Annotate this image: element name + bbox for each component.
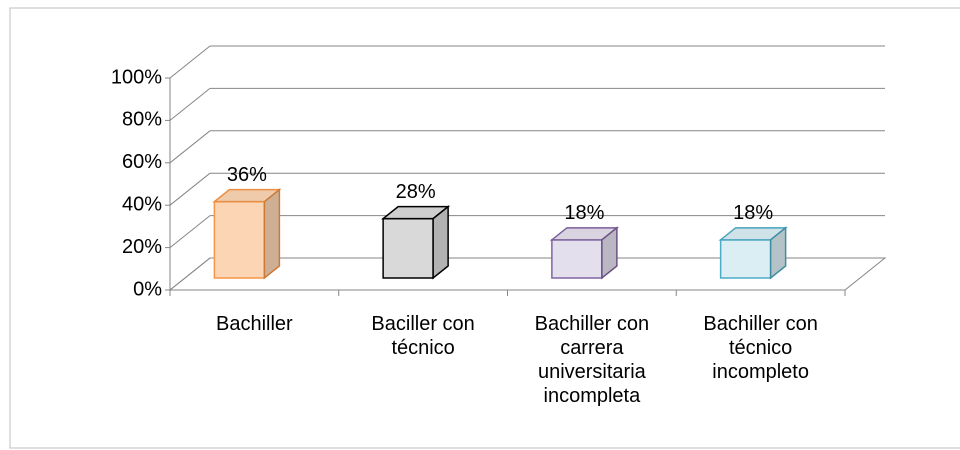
y-tick-label: 80% [122, 109, 162, 131]
x-tick-label: Bachiller con técnico incompleto [703, 313, 818, 383]
bar-side [263, 188, 281, 280]
grid-line [169, 257, 211, 291]
chart-border [9, 7, 960, 449]
grid-line [169, 88, 211, 121]
grid-line [169, 215, 211, 248]
bar-front [382, 217, 434, 279]
value-label: 36% [227, 164, 267, 186]
x-tick-label: Bachiller con carrera universitaria inco… [534, 313, 650, 407]
bar-side [769, 226, 787, 280]
bar-front [719, 239, 772, 279]
bar-front [551, 239, 603, 279]
y-tick-label: 40% [122, 193, 162, 215]
y-tick-label: 100% [111, 66, 162, 88]
grid-line [169, 45, 211, 79]
value-label: 28% [396, 181, 436, 203]
y-tick-label: 60% [122, 151, 162, 173]
bar-side [432, 205, 449, 280]
bar-side [601, 226, 618, 280]
value-label: 18% [733, 202, 773, 224]
grid-line [169, 130, 211, 164]
bar-front [213, 200, 266, 279]
grid-line [169, 172, 211, 206]
y-tick-label: 0% [133, 278, 162, 300]
x-tick-label: Baciller con técnico [371, 313, 475, 359]
value-label: 18% [564, 202, 604, 224]
x-tick-label: Bachiller [216, 313, 293, 335]
y-tick-label: 20% [122, 236, 162, 258]
